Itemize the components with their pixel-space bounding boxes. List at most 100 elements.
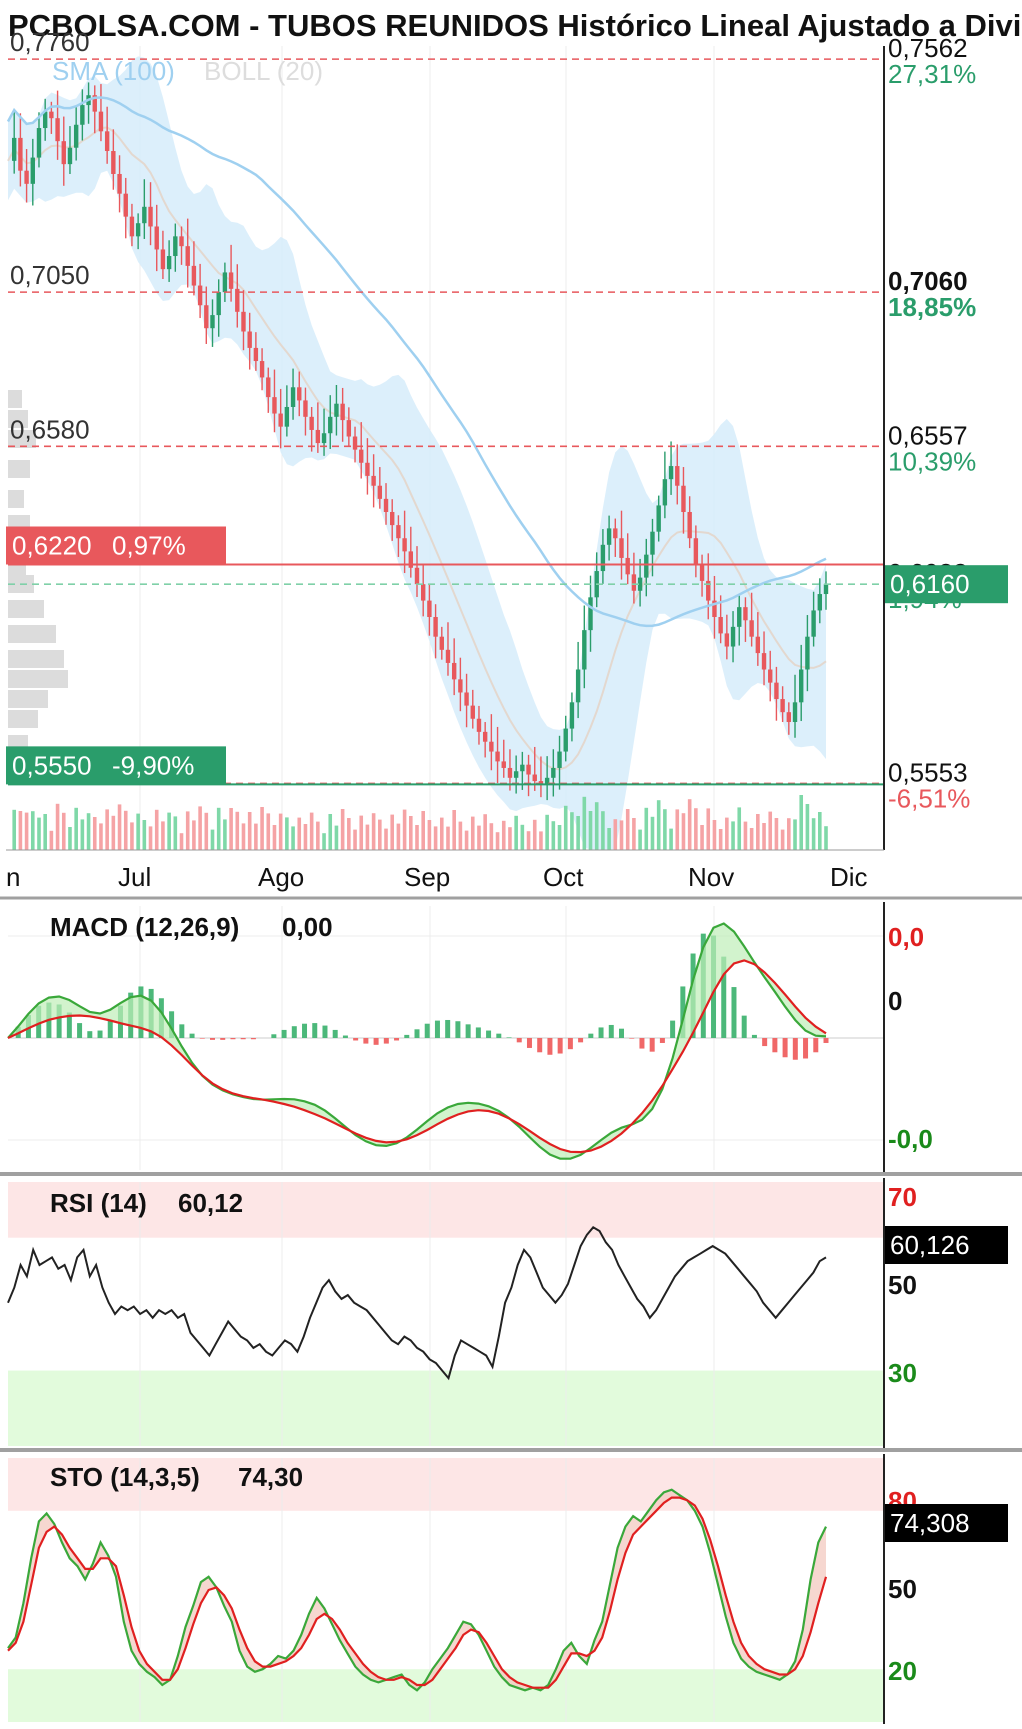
support-pct: -9,90% bbox=[112, 750, 194, 780]
candle-body bbox=[792, 702, 798, 723]
candle-body bbox=[179, 236, 184, 247]
volume-profile-bar bbox=[8, 390, 22, 408]
macd-histogram-bar bbox=[537, 1038, 543, 1053]
candle-body bbox=[439, 636, 444, 650]
sto-overbought-zone bbox=[8, 1458, 884, 1511]
candle-body bbox=[458, 679, 463, 693]
volume-bar bbox=[576, 816, 580, 850]
candle-body bbox=[718, 617, 723, 634]
volume-bar bbox=[24, 812, 29, 850]
volume-bar bbox=[80, 819, 85, 850]
volume-bar bbox=[762, 823, 766, 850]
candle-body bbox=[575, 669, 581, 703]
macd-histogram-bar bbox=[383, 1038, 389, 1044]
candle-body bbox=[123, 193, 128, 217]
volume-bar bbox=[632, 818, 636, 850]
candle-body bbox=[445, 649, 451, 663]
volume-bar bbox=[477, 825, 481, 850]
volume-bar bbox=[117, 804, 122, 850]
chart-title: PCBOLSA.COM - TUBOS REUNIDOS Histórico L… bbox=[8, 8, 1022, 43]
candle-body bbox=[346, 420, 352, 437]
candle-body bbox=[427, 600, 432, 618]
candle-body bbox=[278, 413, 283, 427]
volume-bar bbox=[378, 819, 382, 850]
candle-body bbox=[396, 525, 401, 539]
volume-bar bbox=[192, 820, 196, 850]
candle-body bbox=[67, 147, 73, 165]
candle-body bbox=[49, 111, 54, 119]
macd-histogram-bar bbox=[680, 986, 686, 1038]
candle-body bbox=[185, 246, 190, 266]
volume-bar bbox=[55, 803, 60, 850]
candle-body bbox=[117, 173, 122, 194]
candle-body bbox=[303, 400, 308, 417]
resistance-pct: 0,97% bbox=[112, 530, 186, 560]
candle-body bbox=[557, 751, 562, 768]
volume-bar bbox=[700, 825, 704, 850]
macd-histogram-bar bbox=[189, 1033, 195, 1038]
candle-body bbox=[582, 630, 587, 670]
volume-bar bbox=[663, 809, 667, 850]
macd-histogram-bar bbox=[414, 1029, 420, 1038]
macd-histogram-bar bbox=[772, 1038, 778, 1053]
macd-histogram-bar bbox=[342, 1035, 348, 1038]
volume-bar bbox=[427, 820, 432, 850]
volume-bar bbox=[365, 824, 370, 850]
candle-body bbox=[11, 137, 17, 161]
candle-body bbox=[780, 699, 785, 713]
volume-bar bbox=[526, 831, 531, 850]
candle-body bbox=[24, 170, 29, 184]
candle-body bbox=[823, 584, 829, 595]
macd-panel: 0,00-0,0 MACD (12,26,9) 0,00 bbox=[0, 902, 1022, 1176]
candle-body bbox=[662, 479, 668, 506]
candle-body bbox=[315, 429, 321, 444]
macd-histogram-bar bbox=[291, 1026, 297, 1038]
volume-bar bbox=[99, 823, 103, 850]
candle-body bbox=[340, 403, 345, 421]
volume-bar bbox=[718, 829, 723, 850]
candle-body bbox=[266, 377, 271, 398]
candle-body bbox=[761, 653, 767, 670]
rsi-axis-label: 50 bbox=[888, 1270, 917, 1300]
candle-body bbox=[817, 594, 823, 611]
candle-body bbox=[18, 137, 23, 171]
candle-body bbox=[650, 531, 655, 555]
volume-bar bbox=[415, 825, 419, 850]
volume-bar bbox=[272, 825, 277, 850]
candle-body bbox=[625, 557, 630, 575]
x-axis-tick-label: Oct bbox=[543, 862, 584, 892]
volume-profile-bar bbox=[8, 710, 38, 728]
level-right-pct: -6,51% bbox=[888, 783, 970, 813]
volume-bar bbox=[297, 817, 302, 850]
macd-histogram-bar bbox=[465, 1024, 471, 1038]
macd-histogram-bar bbox=[557, 1038, 563, 1054]
legend-sma: SMA (100) bbox=[52, 56, 175, 86]
sto-value-tag bbox=[884, 1504, 1008, 1542]
macd-histogram-bar bbox=[424, 1023, 430, 1038]
candle-body bbox=[693, 538, 699, 565]
volume-bar bbox=[650, 816, 655, 850]
candle-body bbox=[290, 387, 296, 407]
candle-body bbox=[712, 600, 717, 618]
macd-histogram-bar bbox=[608, 1024, 614, 1038]
candle-body bbox=[551, 767, 556, 778]
volume-bar bbox=[241, 823, 246, 850]
volume-bar bbox=[749, 828, 754, 850]
volume-bar bbox=[390, 814, 395, 850]
candle-body bbox=[687, 511, 692, 539]
volume-bar bbox=[235, 811, 240, 850]
volume-bar bbox=[74, 807, 78, 850]
candle-body bbox=[297, 387, 302, 401]
candle-body bbox=[563, 728, 568, 752]
macd-histogram-bar bbox=[823, 1038, 829, 1043]
macd-histogram-bar bbox=[169, 1011, 175, 1038]
volume-bar bbox=[309, 812, 314, 850]
x-axis-tick-label: Nov bbox=[688, 862, 734, 892]
macd-histogram-bar bbox=[373, 1038, 379, 1045]
volume-bar bbox=[638, 829, 642, 850]
macd-histogram-bar bbox=[598, 1027, 604, 1038]
candle-body bbox=[805, 636, 810, 670]
volume-bar bbox=[359, 815, 364, 850]
volume-bar bbox=[725, 817, 729, 850]
candle-body bbox=[482, 731, 488, 742]
